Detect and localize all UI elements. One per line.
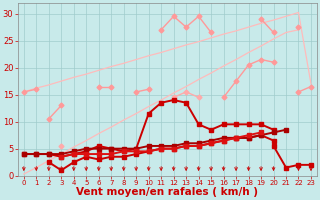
X-axis label: Vent moyen/en rafales ( km/h ): Vent moyen/en rafales ( km/h ) (76, 187, 258, 197)
